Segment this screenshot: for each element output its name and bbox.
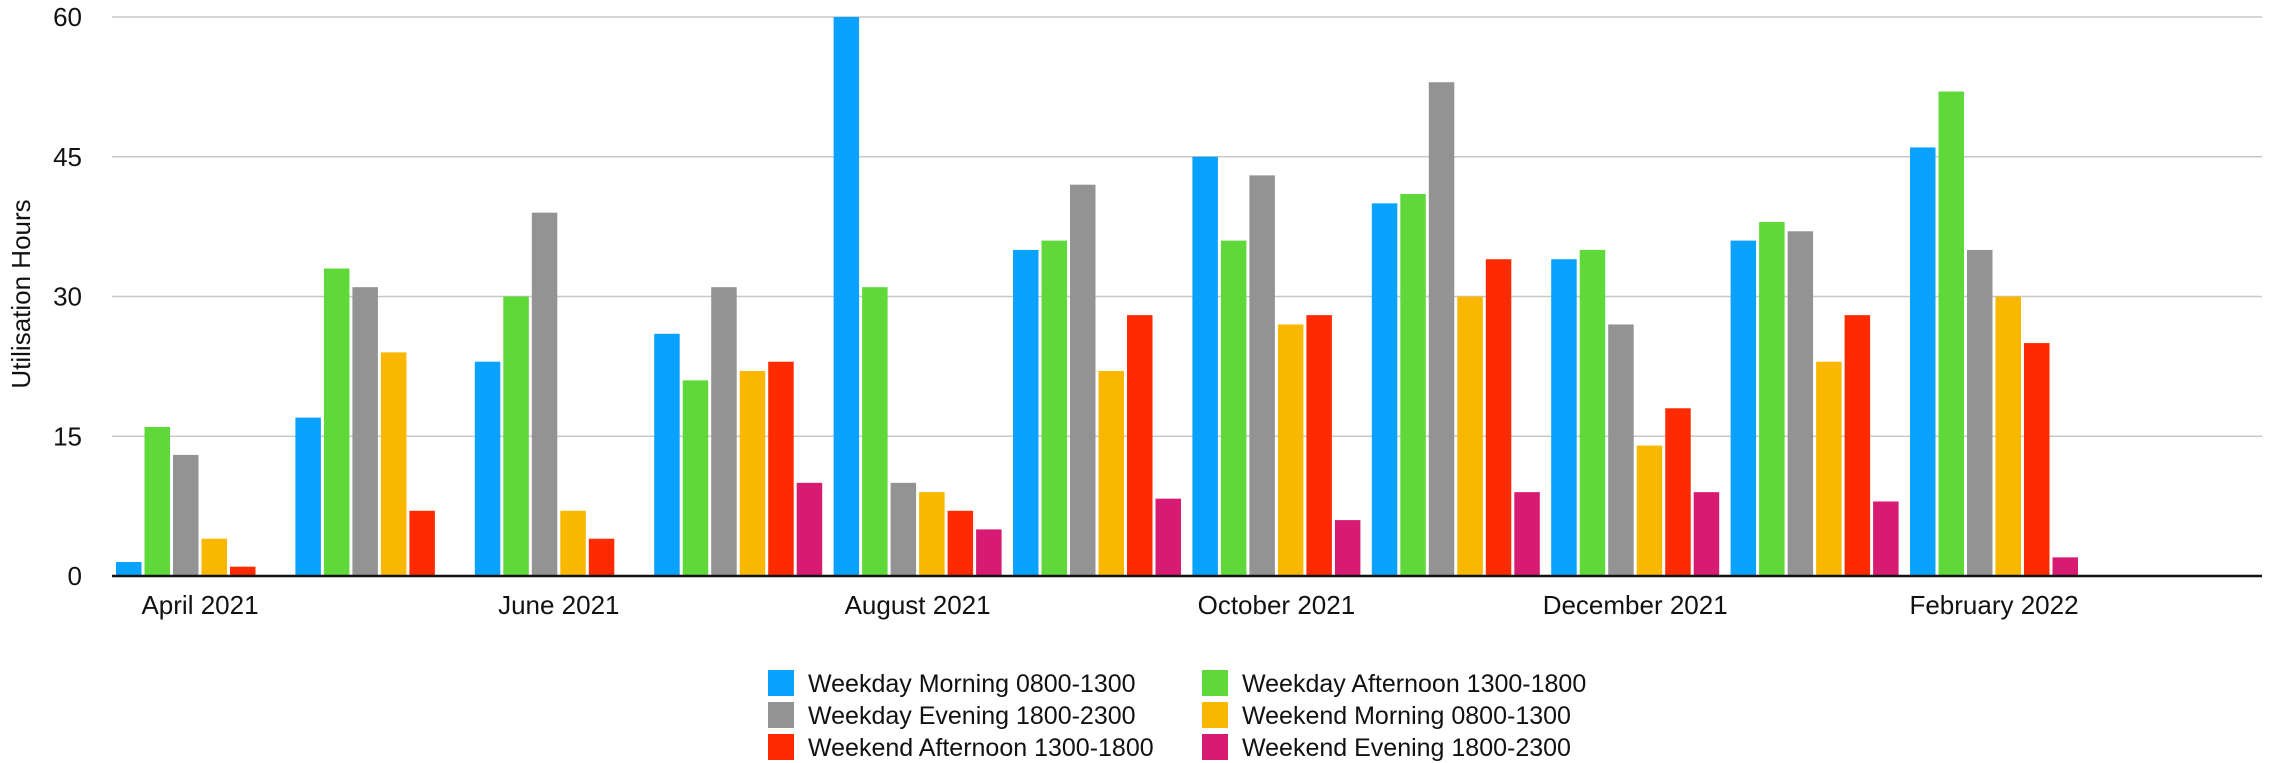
y-tick-label-0: 0 [68, 561, 82, 591]
legend-label-1: Weekday Morning 0800-1300 [808, 670, 1136, 698]
x-tick-label-4: August 2021 [845, 590, 991, 620]
legend-label-6: Weekend Evening 1800-2300 [1242, 734, 1571, 762]
legend-label-3: Weekday Evening 1800-2300 [808, 702, 1136, 730]
bar-nov-2021-series-5 [1485, 259, 1512, 576]
bar-dec-2021-series-3 [1608, 324, 1634, 576]
gridlines [112, 16, 2262, 437]
bar-jan-2022-series-2 [1759, 221, 1785, 576]
bar-oct-2021-series-3 [1249, 175, 1275, 576]
bar-jan-2022-series-3 [1787, 231, 1814, 577]
bar-aug-2021-series-1 [833, 17, 860, 576]
bar-jan-2022-series-6 [1873, 501, 1899, 576]
bar-aug-2021-series-6 [976, 529, 1002, 576]
bar-nov-2021-series-4 [1457, 296, 1483, 576]
bar-may-2021-series-3 [352, 287, 378, 576]
bar-jan-2022-series-1 [1730, 240, 1757, 576]
bar-nov-2021-series-2 [1400, 194, 1426, 576]
bar-jul-2021-series-4 [739, 371, 766, 576]
bars [116, 17, 2078, 577]
bar-dec-2021-series-2 [1579, 249, 1606, 576]
bar-jul-2021-series-2 [682, 380, 709, 576]
bar-sep-2021-series-3 [1070, 184, 1096, 576]
bar-may-2021-series-2 [323, 268, 350, 576]
x-tick-label-2: June 2021 [498, 590, 619, 620]
bar-feb-2022-series-5 [2024, 343, 2050, 576]
bar-oct-2021-series-6 [1334, 520, 1361, 576]
y-axis-title: Utilisation Hours [6, 199, 36, 388]
bar-nov-2021-series-1 [1371, 203, 1398, 577]
legend-label-4: Weekend Morning 0800-1300 [1242, 702, 1571, 730]
x-tick-label-0: April 2021 [141, 590, 258, 620]
x-tick-label-8: December 2021 [1543, 590, 1728, 620]
bar-aug-2021-series-4 [919, 492, 945, 576]
bar-apr-2021-series-1 [116, 562, 142, 576]
legend: Weekday Morning 0800-1300 Weekday Afterno… [768, 670, 1586, 762]
bar-dec-2021-series-5 [1665, 408, 1691, 576]
bar-oct-2021-series-1 [1192, 156, 1218, 576]
bar-dec-2021-series-6 [1693, 492, 1720, 576]
axes: 0 15 30 45 60 April 2021 June 2021 August 2021 O… [53, 2, 2262, 620]
bar-aug-2021-series-5 [947, 510, 974, 576]
bar-apr-2021-series-5 [230, 566, 256, 576]
y-tick-label-15: 15 [53, 421, 82, 451]
bar-feb-2022-series-3 [1967, 249, 1993, 576]
bar-jun-2021-series-5 [588, 538, 615, 576]
legend-swatch-5 [768, 734, 794, 760]
legend-swatch-6 [1202, 734, 1228, 760]
legend-label-5: Weekend Afternoon 1300-1800 [808, 734, 1154, 762]
bar-jul-2021-series-1 [654, 333, 680, 576]
bar-sep-2021-series-2 [1041, 240, 1067, 576]
y-tick-label-45: 45 [53, 142, 82, 172]
legend-swatch-1 [768, 670, 794, 696]
bar-feb-2022-series-4 [1995, 296, 2021, 576]
bar-oct-2021-series-5 [1306, 315, 1332, 576]
bar-aug-2021-series-3 [890, 482, 917, 576]
bar-feb-2022-series-2 [1938, 91, 1964, 577]
bar-dec-2021-series-1 [1551, 259, 1577, 576]
y-tick-label-60: 60 [53, 2, 82, 32]
bar-jul-2021-series-3 [711, 287, 737, 576]
bar-oct-2021-series-2 [1220, 240, 1247, 576]
bar-oct-2021-series-4 [1277, 324, 1304, 576]
bar-may-2021-series-5 [409, 510, 435, 576]
bar-jun-2021-series-4 [560, 510, 586, 576]
bar-apr-2021-series-2 [144, 426, 170, 576]
legend-label-2: Weekday Afternoon 1300-1800 [1242, 670, 1586, 698]
legend-swatch-4 [1202, 702, 1228, 728]
legend-swatch-2 [1202, 670, 1228, 696]
bar-nov-2021-series-6 [1514, 492, 1540, 576]
x-tick-label-10: February 2022 [1909, 590, 2078, 620]
bar-sep-2021-series-5 [1127, 315, 1153, 576]
bar-feb-2022-series-6 [2052, 557, 2078, 576]
bar-jun-2021-series-3 [531, 212, 558, 576]
bar-jul-2021-series-6 [796, 482, 823, 576]
bar-aug-2021-series-2 [862, 287, 888, 576]
bar-apr-2021-series-3 [173, 454, 199, 576]
bar-may-2021-series-4 [380, 352, 407, 576]
bar-apr-2021-series-4 [201, 538, 227, 576]
bar-jun-2021-series-2 [503, 296, 529, 576]
bar-may-2021-series-1 [295, 417, 321, 576]
bar-dec-2021-series-4 [1636, 445, 1663, 576]
bar-feb-2022-series-1 [1910, 147, 1936, 576]
bar-sep-2021-series-4 [1098, 371, 1124, 576]
bar-sep-2021-series-6 [1155, 498, 1181, 576]
y-tick-label-30: 30 [53, 282, 82, 312]
legend-swatch-3 [768, 702, 794, 728]
bar-jan-2022-series-5 [1844, 315, 1871, 576]
bar-sep-2021-series-1 [1013, 249, 1039, 576]
x-tick-label-6: October 2021 [1198, 590, 1356, 620]
bar-jul-2021-series-5 [768, 361, 794, 576]
bar-nov-2021-series-3 [1428, 82, 1455, 576]
bar-jun-2021-series-1 [474, 361, 501, 576]
bar-jan-2022-series-4 [1816, 361, 1842, 576]
